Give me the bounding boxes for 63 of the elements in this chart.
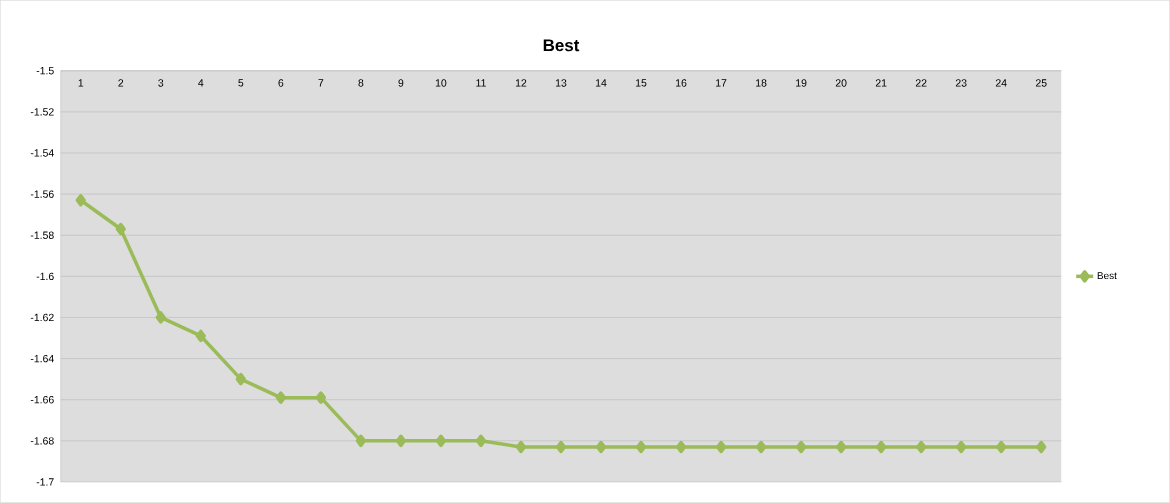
chart-title: Best — [543, 39, 580, 52]
x-tick-label: 1 — [78, 79, 84, 87]
x-tick-label: 5 — [238, 79, 244, 87]
point — [355, 434, 367, 448]
x-tick-label: 4 — [198, 79, 204, 87]
point — [515, 440, 527, 454]
point — [916, 440, 927, 454]
point — [675, 440, 687, 454]
x-tick-label: 18 — [756, 79, 767, 87]
y-tick-label: -1.52 — [30, 108, 54, 116]
x-tick-label: 9 — [398, 79, 404, 87]
point — [635, 440, 647, 454]
x-tick-label: 22 — [915, 79, 927, 87]
y-tick-label: -1.58 — [30, 231, 54, 240]
x-tick-label: 14 — [595, 79, 607, 87]
x-tick-label: 17 — [716, 79, 727, 87]
point — [315, 391, 326, 405]
point — [155, 311, 166, 324]
x-tick-label: 15 — [636, 79, 647, 87]
x-tick-label: 12 — [515, 79, 527, 87]
point — [235, 373, 246, 386]
point — [956, 440, 967, 454]
point — [996, 440, 1007, 454]
point — [275, 391, 286, 405]
y-tick-label: -1.66 — [30, 396, 54, 404]
x-tick-label: 25 — [1035, 79, 1047, 87]
point — [475, 434, 487, 448]
x-tick-label: 23 — [955, 79, 967, 87]
x-tick-label: 6 — [278, 79, 284, 87]
y-tick-label: -1.68 — [30, 437, 54, 445]
y-tick-label: -1.6 — [36, 272, 54, 281]
x-tick-label: 2 — [118, 79, 124, 87]
point — [75, 194, 86, 207]
point — [195, 329, 206, 343]
x-tick-label: 19 — [796, 79, 807, 87]
x-tick-label: 16 — [676, 79, 687, 87]
legend-label: Best — [1097, 272, 1117, 280]
x-tick-label: 8 — [358, 79, 364, 87]
point — [555, 440, 567, 454]
x-tick-label: 20 — [835, 79, 847, 87]
point — [755, 440, 767, 454]
y-tick-label: -1.64 — [30, 355, 54, 363]
point — [876, 440, 887, 454]
x-tick-label: 11 — [476, 79, 486, 87]
y-tick-label: -1.54 — [30, 149, 54, 157]
y-tick-label: -1.62 — [30, 313, 54, 322]
x-tick-label: 24 — [995, 79, 1007, 87]
point — [115, 222, 126, 236]
x-tick-label: 13 — [555, 79, 567, 87]
x-tick-label: 3 — [158, 79, 164, 87]
point — [395, 434, 407, 448]
x-tick-label: 10 — [435, 79, 447, 87]
point — [715, 440, 727, 454]
x-tick-label: 21 — [875, 79, 887, 87]
point — [435, 434, 447, 448]
x-tick-label: 7 — [318, 79, 324, 87]
point — [795, 440, 807, 454]
y-tick-label: -1.56 — [30, 190, 54, 198]
y-tick-label: -1.7 — [36, 478, 54, 486]
y-tick-label: -1.5 — [36, 67, 54, 75]
point — [1036, 440, 1047, 454]
point — [595, 440, 607, 454]
point — [836, 440, 847, 454]
